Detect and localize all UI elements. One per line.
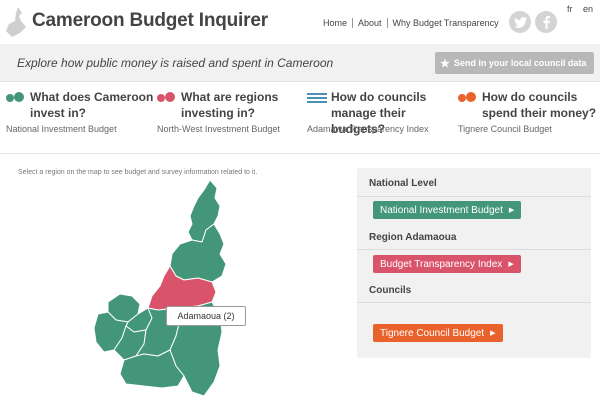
nav-home[interactable]: Home [323, 18, 348, 28]
send-council-data-button[interactable]: ★ Send in your local council data [435, 52, 594, 74]
budget-transparency-index-label: Budget Transparency Index [380, 258, 503, 270]
facebook-icon[interactable] [535, 11, 557, 33]
main-nav: Home About Why Budget Transparency [318, 18, 504, 28]
panel-divider [357, 249, 591, 250]
site-header: Cameroon Budget Inquirer Home About Why … [0, 0, 600, 44]
question-title[interactable]: What does Cameroon invest in? [30, 90, 154, 120]
nav-about[interactable]: About [358, 18, 382, 28]
question-title[interactable]: What are regions investing in? [181, 90, 279, 120]
question-subtitle[interactable]: North-West Investment Budget [157, 124, 280, 134]
play-arrow-icon: ▶ [490, 330, 496, 337]
two-dots-red-icon [157, 91, 177, 109]
two-dots-green-icon [6, 91, 26, 109]
national-investment-budget-label: National Investment Budget [380, 204, 503, 216]
tignere-council-budget-button[interactable]: Tignere Council Budget ▶ [373, 324, 503, 342]
budget-panel: National Level National Investment Budge… [357, 168, 591, 358]
region-south[interactable] [119, 349, 185, 389]
tagline: Explore how public money is raised and s… [17, 56, 334, 70]
play-arrow-icon: ▶ [508, 207, 515, 214]
region-north[interactable] [169, 223, 227, 283]
site-title[interactable]: Cameroon Budget Inquirer [32, 10, 268, 31]
nav-separator [386, 18, 388, 28]
twitter-icon[interactable] [509, 11, 531, 33]
lang-en-link[interactable]: en [583, 4, 594, 14]
question-subtitle[interactable]: Tignere Council Budget [458, 124, 552, 134]
question-title[interactable]: How do councils spend their money? [482, 90, 597, 120]
region-label: Region Adamaoua [369, 232, 457, 243]
cameroon-region-map [93, 180, 227, 397]
budget-transparency-index-button[interactable]: Budget Transparency Index ▶ [373, 255, 521, 273]
lang-fr-link[interactable]: fr [567, 4, 573, 14]
panel-divider [357, 196, 591, 197]
councils-label: Councils [369, 285, 412, 296]
section-divider [0, 153, 600, 154]
two-dots-orange-icon [458, 91, 478, 109]
question-subtitle[interactable]: National Investment Budget [6, 124, 117, 134]
panel-divider [357, 302, 591, 303]
play-arrow-icon: ▶ [508, 261, 514, 268]
map-hint: Select a region on the map to see budget… [18, 169, 258, 176]
star-icon: ★ [440, 57, 450, 70]
lines-blue-icon [307, 91, 327, 109]
national-level-label: National Level [369, 178, 437, 189]
question-subtitle[interactable]: Adamawa Transparency Index [307, 124, 429, 134]
tagline-bar: Explore how public money is raised and s… [0, 44, 600, 82]
cameroon-logo-icon[interactable] [6, 7, 26, 37]
question-title[interactable]: How do councils manage their budgets? [331, 90, 427, 136]
national-investment-budget-button[interactable]: National Investment Budget ▶ [373, 201, 522, 219]
nav-why-budget-transparency[interactable]: Why Budget Transparency [392, 18, 499, 28]
nav-separator [352, 18, 354, 28]
send-council-data-label: Send in your local council data [453, 58, 587, 68]
tignere-council-budget-label: Tignere Council Budget [380, 327, 485, 339]
map-tooltip: Adamaoua (2) [166, 306, 246, 326]
